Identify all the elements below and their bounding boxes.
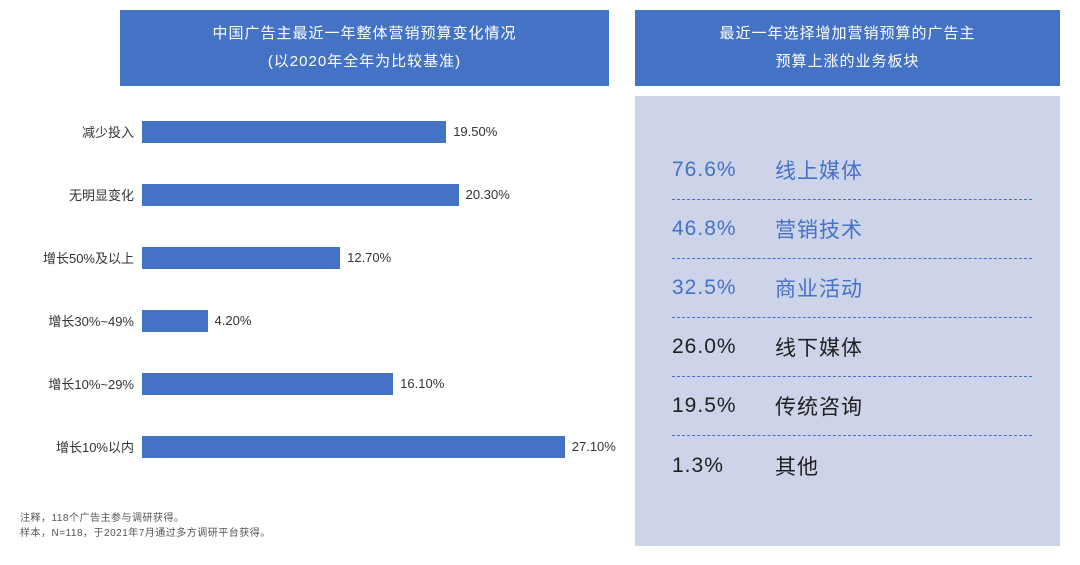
bar-row: 增长30%~49% 4.20% <box>18 289 610 352</box>
bar-track: 19.50% <box>142 120 610 143</box>
list-item: 19.5% 传统咨询 <box>672 377 1032 436</box>
item-label: 线下媒体 <box>775 337 863 360</box>
bar <box>142 183 459 206</box>
bar <box>142 309 208 332</box>
bar-track: 16.10% <box>142 372 610 395</box>
bar-row: 增长10%以内 27.10% <box>18 415 616 478</box>
item-value: 1.3% <box>672 453 724 477</box>
left-panel-header: 中国广告主最近一年整体营销预算变化情况 (以2020年全年为比较基准) <box>120 10 609 86</box>
list-item: 32.5% 商业活动 <box>672 259 1032 318</box>
list-item: 46.8% 营销技术 <box>672 200 1032 259</box>
bar-row: 无明显变化 20.30% <box>18 163 610 226</box>
item-label: 商业活动 <box>775 278 863 301</box>
bar <box>142 435 565 458</box>
item-value: 32.5% <box>672 276 737 299</box>
item-value: 26.0% <box>672 335 737 358</box>
footnotes: 注释，118个广告主参与调研获得。 样本，N=118，于2021年7月通过多方调… <box>20 511 271 541</box>
right-panel-title-line2: 预算上涨的业务板块 <box>775 53 920 70</box>
bar-value-label: 4.20% <box>214 313 252 328</box>
item-value: 46.8% <box>672 217 737 240</box>
bar-category-label: 增长50%及以上 <box>42 251 134 266</box>
left-panel-title-line1: 中国广告主最近一年整体营销预算变化情况 <box>212 24 517 42</box>
left-panel-title-line2: (以2020年全年为比较基准) <box>267 53 462 70</box>
item-label: 其他 <box>775 455 819 479</box>
budget-increase-panel: 76.6% 线上媒体 46.8% 营销技术 32.5% 商业活动 26.0% 线下媒体 19.5… <box>635 96 1060 546</box>
bar-category-label: 增长30%~49% <box>48 314 134 329</box>
right-panel-title-line1: 最近一年选择增加营销预算的广告主 <box>719 24 976 42</box>
budget-change-bar-chart: 减少投入 19.50% 无明显变化 20.30% 增长50%及以上 12.70% 增长30%… <box>18 100 616 478</box>
item-label: 传统咨询 <box>775 396 863 419</box>
bar-row: 增长10%~29% 16.10% <box>18 352 610 415</box>
bar <box>142 120 447 143</box>
budget-increase-list: 76.6% 线上媒体 46.8% 营销技术 32.5% 商业活动 26.0% 线下媒体 19.5… <box>635 96 1060 495</box>
item-value: 19.5% <box>672 394 737 417</box>
bar-track: 27.10% <box>142 435 616 458</box>
bar <box>142 246 341 269</box>
bar-category-label: 减少投入 <box>81 125 134 140</box>
footnote-line2: 样本，N=118，于2021年7月通过多方调研平台获得。 <box>20 528 271 539</box>
bar-value-label: 12.70% <box>347 250 392 265</box>
bar-row: 减少投入 19.50% <box>18 100 610 163</box>
list-item: 76.6% 线上媒体 <box>672 141 1032 200</box>
list-item: 26.0% 线下媒体 <box>672 318 1032 377</box>
bar-category-label: 无明显变化 <box>68 188 134 203</box>
bar-value-label: 19.50% <box>453 124 498 139</box>
right-panel-header: 最近一年选择增加营销预算的广告主 预算上涨的业务板块 <box>635 10 1060 86</box>
bar-track: 12.70% <box>142 246 610 269</box>
bar <box>142 372 394 395</box>
bar-value-label: 27.10% <box>571 439 616 454</box>
item-value: 76.6% <box>672 158 737 181</box>
bar-category-label: 增长10%以内 <box>55 440 134 455</box>
bar-row: 增长50%及以上 12.70% <box>18 226 610 289</box>
bar-value-label: 20.30% <box>465 187 510 202</box>
item-label: 营销技术 <box>775 219 863 242</box>
bar-track: 4.20% <box>142 309 610 332</box>
bar-category-label: 增长10%~29% <box>48 377 134 392</box>
footnote-line1: 注释，118个广告主参与调研获得。 <box>20 513 185 524</box>
bar-value-label: 16.10% <box>400 376 445 391</box>
item-label: 线上媒体 <box>775 160 863 183</box>
bar-track: 20.30% <box>142 183 610 206</box>
list-item: 1.3% 其他 <box>672 436 1032 495</box>
